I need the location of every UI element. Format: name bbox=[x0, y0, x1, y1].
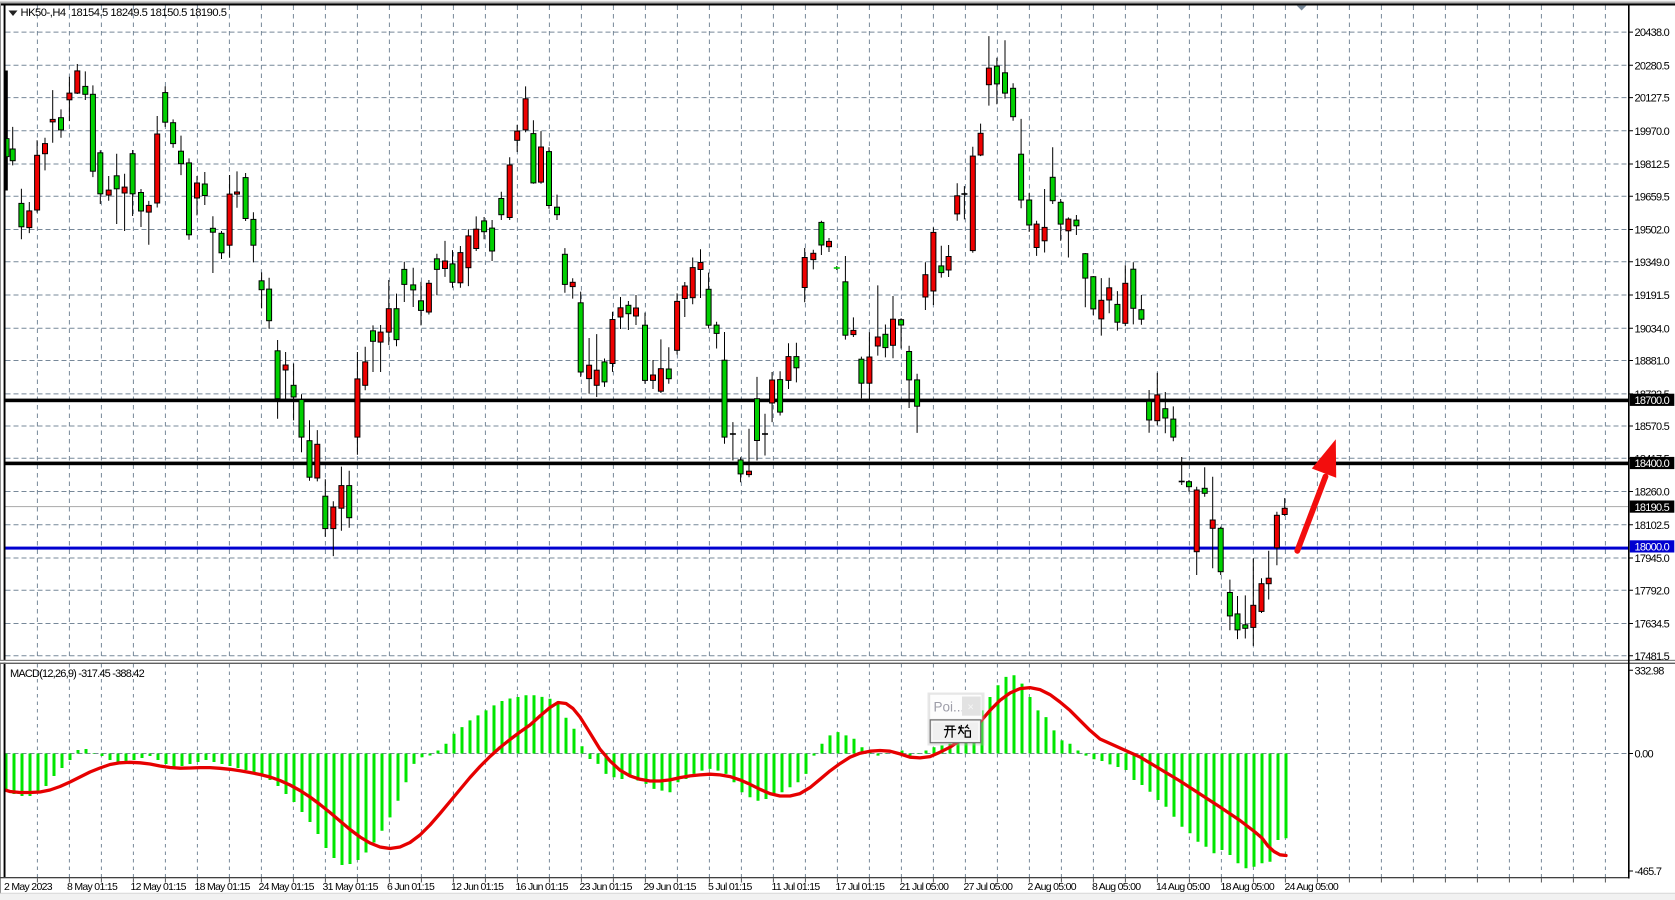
svg-text:17792.0: 17792.0 bbox=[1635, 585, 1670, 597]
svg-text:23 Jun 01:15: 23 Jun 01:15 bbox=[580, 881, 633, 893]
svg-text:19502.0: 19502.0 bbox=[1635, 225, 1670, 237]
svg-text:20127.5: 20127.5 bbox=[1635, 93, 1670, 105]
svg-text:27 Jul 05:00: 27 Jul 05:00 bbox=[964, 881, 1014, 893]
svg-text:16 Jun 01:15: 16 Jun 01:15 bbox=[516, 881, 569, 893]
svg-text:19659.5: 19659.5 bbox=[1635, 191, 1670, 203]
svg-text:12 Jun 01:15: 12 Jun 01:15 bbox=[451, 881, 504, 893]
svg-text:20438.0: 20438.0 bbox=[1635, 27, 1670, 39]
svg-text:19970.0: 19970.0 bbox=[1635, 126, 1670, 138]
svg-text:24 Aug 05:00: 24 Aug 05:00 bbox=[1285, 881, 1339, 893]
svg-text:18102.5: 18102.5 bbox=[1635, 520, 1670, 532]
svg-text:2 May 2023: 2 May 2023 bbox=[4, 881, 53, 893]
svg-text:8 Aug 05:00: 8 Aug 05:00 bbox=[1092, 881, 1141, 893]
svg-text:8 May 01:15: 8 May 01:15 bbox=[67, 881, 118, 893]
svg-text:6 Jun 01:15: 6 Jun 01:15 bbox=[387, 881, 435, 893]
svg-text:-465.7: -465.7 bbox=[1635, 866, 1662, 878]
svg-text:21 Jul 05:00: 21 Jul 05:00 bbox=[900, 881, 950, 893]
svg-text:19812.5: 19812.5 bbox=[1635, 159, 1670, 171]
svg-text:18190.5: 18190.5 bbox=[1635, 502, 1670, 514]
svg-text:0.00: 0.00 bbox=[1635, 749, 1654, 761]
svg-text:×: × bbox=[968, 702, 974, 714]
svg-text:17481.5: 17481.5 bbox=[1635, 651, 1670, 663]
svg-text:18700.0: 18700.0 bbox=[1635, 395, 1670, 407]
svg-text:17634.5: 17634.5 bbox=[1635, 619, 1670, 631]
svg-text:14 Aug 05:00: 14 Aug 05:00 bbox=[1156, 881, 1210, 893]
svg-text:19349.0: 19349.0 bbox=[1635, 257, 1670, 269]
svg-text:11 Jul 01:15: 11 Jul 01:15 bbox=[772, 881, 821, 893]
svg-text:19034.0: 19034.0 bbox=[1635, 323, 1670, 335]
svg-text:5 Jul 01:15: 5 Jul 01:15 bbox=[708, 881, 753, 893]
svg-text:2 Aug 05:00: 2 Aug 05:00 bbox=[1028, 881, 1077, 893]
svg-text:12 May 01:15: 12 May 01:15 bbox=[131, 881, 187, 893]
svg-text:31 May 01:15: 31 May 01:15 bbox=[323, 881, 379, 893]
svg-text:18260.0: 18260.0 bbox=[1635, 487, 1670, 499]
svg-text:332.98: 332.98 bbox=[1635, 665, 1665, 677]
svg-text:Poi...: Poi... bbox=[934, 700, 965, 715]
svg-text:18 Aug 05:00: 18 Aug 05:00 bbox=[1221, 881, 1275, 893]
svg-text:24 May 01:15: 24 May 01:15 bbox=[259, 881, 315, 893]
svg-text:19191.5: 19191.5 bbox=[1635, 290, 1670, 302]
svg-text:18000.0: 18000.0 bbox=[1635, 542, 1670, 554]
svg-text:18881.0: 18881.0 bbox=[1635, 356, 1670, 368]
svg-text:17 Jul 01:15: 17 Jul 01:15 bbox=[836, 881, 886, 893]
svg-text:MACD(12,26,9) -317.45 -388.42: MACD(12,26,9) -317.45 -388.42 bbox=[10, 668, 145, 680]
svg-text:29 Jun 01:15: 29 Jun 01:15 bbox=[644, 881, 697, 893]
svg-text:20280.5: 20280.5 bbox=[1635, 60, 1670, 72]
svg-text:18 May 01:15: 18 May 01:15 bbox=[195, 881, 251, 893]
svg-text:17945.0: 17945.0 bbox=[1635, 553, 1670, 565]
svg-text:18400.0: 18400.0 bbox=[1635, 458, 1670, 470]
svg-text:18570.5: 18570.5 bbox=[1635, 421, 1670, 433]
svg-text:HK50-,H4 18154.5 18249.5 1815: HK50-,H4 18154.5 18249.5 18150.5 18190.5 bbox=[21, 7, 227, 19]
